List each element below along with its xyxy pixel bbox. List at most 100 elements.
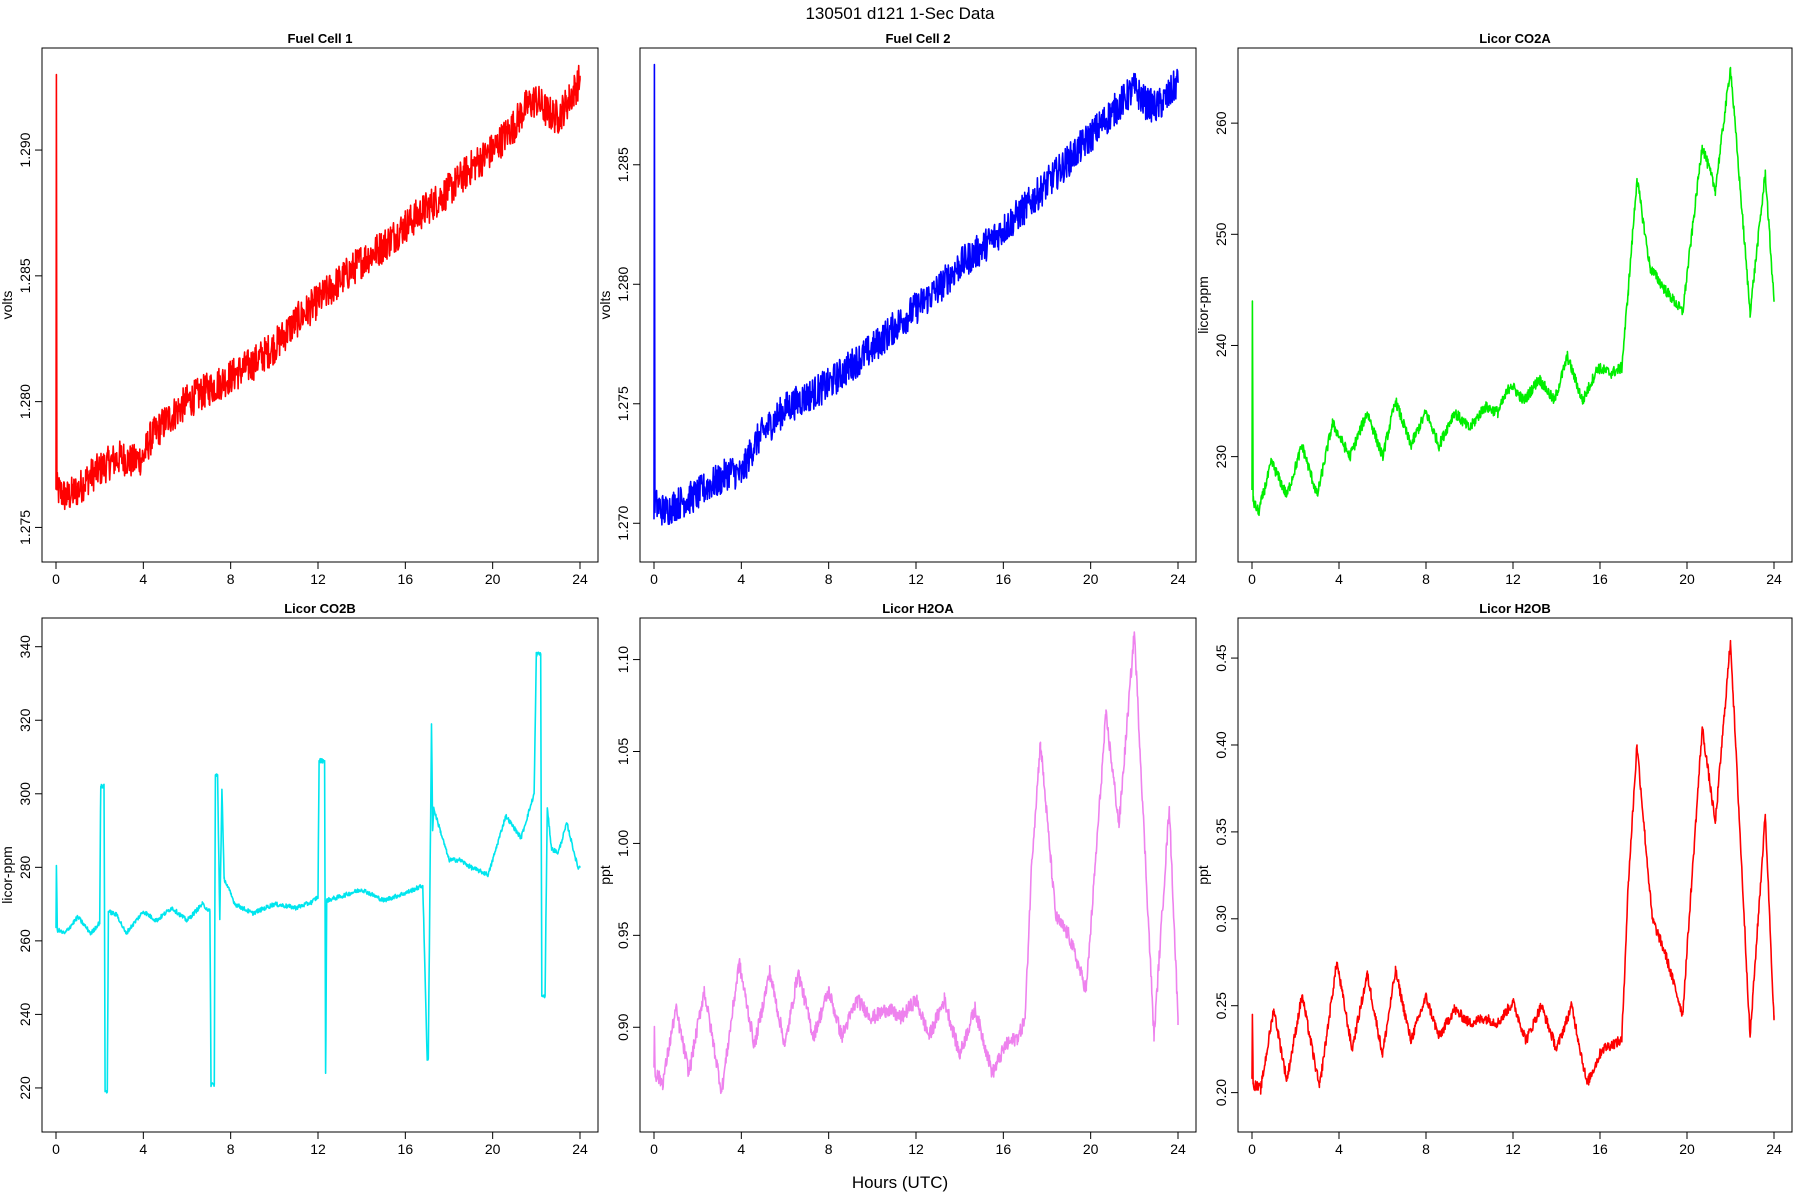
- x-tick-label: 16: [1592, 571, 1608, 587]
- panel-6: Licor H2OB ppt 0 4 8 12 16 20 24 0.20 0.25 0.30 0.35…: [1195, 601, 1793, 1157]
- y-axis-label: volts: [597, 291, 613, 320]
- x-tick-label: 0: [52, 1141, 60, 1157]
- panel-title: Licor CO2A: [1479, 31, 1551, 46]
- x-tick-label: 20: [1083, 571, 1099, 587]
- panel-title: Licor H2OA: [882, 601, 954, 616]
- x-tick-label: 24: [572, 571, 588, 587]
- x-tick-label: 24: [1170, 1141, 1186, 1157]
- x-tick-label: 16: [398, 571, 414, 587]
- x-tick-label: 12: [310, 1141, 326, 1157]
- y-axis: 1.275 1.280 1.285 1.290: [17, 132, 42, 545]
- y-tick-label: 230: [1213, 445, 1229, 469]
- y-tick-label: 0.95: [615, 922, 631, 949]
- plot-frame: [1237, 47, 1793, 563]
- y-axis: 0.90 0.95 1.00 1.05 1.10: [615, 646, 640, 1041]
- x-tick-label: 4: [737, 1141, 745, 1157]
- x-tick-label: 12: [1505, 1141, 1521, 1157]
- y-tick-label: 280: [17, 855, 33, 879]
- x-axis: 0 4 8 12 16 20 24: [650, 1131, 1186, 1157]
- y-tick-label: 1.00: [615, 830, 631, 857]
- y-axis: 230 240 250 260: [1213, 111, 1238, 468]
- y-tick-label: 1.290: [17, 132, 33, 167]
- x-axis-label: Hours (UTC): [852, 1173, 948, 1192]
- plot-frame: [41, 617, 599, 1133]
- x-tick-label: 16: [996, 571, 1012, 587]
- x-tick-label: 12: [908, 571, 924, 587]
- x-axis: 0 4 8 12 16 20 24: [52, 561, 588, 587]
- series-line: [653, 631, 1179, 1095]
- x-tick-label: 0: [650, 571, 658, 587]
- series-line: [1251, 66, 1775, 517]
- x-tick-label: 4: [1335, 1141, 1343, 1157]
- x-tick-label: 8: [1422, 571, 1430, 587]
- x-axis: 0 4 8 12 16 20 24: [1248, 1131, 1782, 1157]
- y-tick-label: 1.275: [17, 510, 33, 545]
- series-line: [55, 64, 581, 511]
- y-tick-label: 300: [17, 782, 33, 806]
- y-tick-label: 240: [1213, 334, 1229, 358]
- panel-5: Licor H2OA ppt 0 4 8 12 16 20 24 0.90 0.95 1.00 1.05…: [597, 601, 1197, 1157]
- x-tick-label: 12: [310, 571, 326, 587]
- panel-title: Licor H2OB: [1479, 601, 1551, 616]
- y-tick-label: 250: [1213, 222, 1229, 246]
- x-tick-label: 16: [1592, 1141, 1608, 1157]
- y-tick-label: 1.280: [615, 267, 631, 302]
- x-tick-label: 16: [398, 1141, 414, 1157]
- x-tick-label: 20: [485, 1141, 501, 1157]
- x-tick-label: 16: [996, 1141, 1012, 1157]
- x-axis: 0 4 8 12 16 20 24: [52, 1131, 588, 1157]
- x-tick-label: 0: [1248, 1141, 1256, 1157]
- y-axis-label: ppt: [597, 865, 613, 885]
- y-axis-label: ppt: [1195, 865, 1211, 885]
- y-tick-label: 240: [17, 1003, 33, 1027]
- y-tick-label: 1.10: [615, 646, 631, 673]
- y-tick-label: 1.05: [615, 738, 631, 765]
- y-tick-label: 0.20: [1213, 1079, 1229, 1106]
- x-tick-label: 24: [1766, 1141, 1782, 1157]
- x-tick-label: 12: [1505, 571, 1521, 587]
- x-tick-label: 12: [908, 1141, 924, 1157]
- x-tick-label: 20: [485, 571, 501, 587]
- x-tick-label: 24: [1170, 571, 1186, 587]
- y-axis-label: volts: [0, 291, 15, 320]
- y-tick-label: 260: [1213, 111, 1229, 135]
- y-tick-label: 1.285: [17, 258, 33, 293]
- panel-title: Fuel Cell 2: [885, 31, 950, 46]
- x-tick-label: 4: [737, 571, 745, 587]
- y-tick-label: 1.285: [615, 147, 631, 182]
- y-tick-label: 220: [17, 1076, 33, 1100]
- figure-title: 130501 d121 1-Sec Data: [805, 4, 995, 23]
- x-tick-label: 20: [1679, 571, 1695, 587]
- y-axis-label: licor-ppm: [1195, 276, 1211, 334]
- series-line: [1251, 639, 1775, 1095]
- y-tick-label: 260: [17, 929, 33, 953]
- x-tick-label: 20: [1679, 1141, 1695, 1157]
- y-tick-label: 1.275: [615, 386, 631, 421]
- x-tick-label: 8: [825, 571, 833, 587]
- x-tick-label: 24: [1766, 571, 1782, 587]
- x-tick-label: 8: [227, 571, 235, 587]
- y-tick-label: 1.270: [615, 506, 631, 541]
- y-axis: 1.270 1.275 1.280 1.285: [615, 147, 640, 541]
- x-tick-label: 8: [1422, 1141, 1430, 1157]
- x-tick-label: 24: [572, 1141, 588, 1157]
- y-tick-label: 0.30: [1213, 905, 1229, 932]
- x-axis: 0 4 8 12 16 20 24: [1248, 561, 1782, 587]
- plot-frame: [639, 617, 1197, 1133]
- x-tick-label: 4: [139, 571, 147, 587]
- y-tick-label: 320: [17, 708, 33, 732]
- x-tick-label: 20: [1083, 1141, 1099, 1157]
- y-tick-label: 0.40: [1213, 731, 1229, 758]
- y-tick-label: 1.280: [17, 384, 33, 419]
- x-tick-label: 4: [1335, 571, 1343, 587]
- y-tick-label: 0.45: [1213, 644, 1229, 671]
- y-tick-label: 0.25: [1213, 992, 1229, 1019]
- y-axis: 220 240 260 280 300 320 340: [17, 635, 42, 1100]
- panel-title: Licor CO2B: [284, 601, 356, 616]
- series-line: [653, 63, 1179, 526]
